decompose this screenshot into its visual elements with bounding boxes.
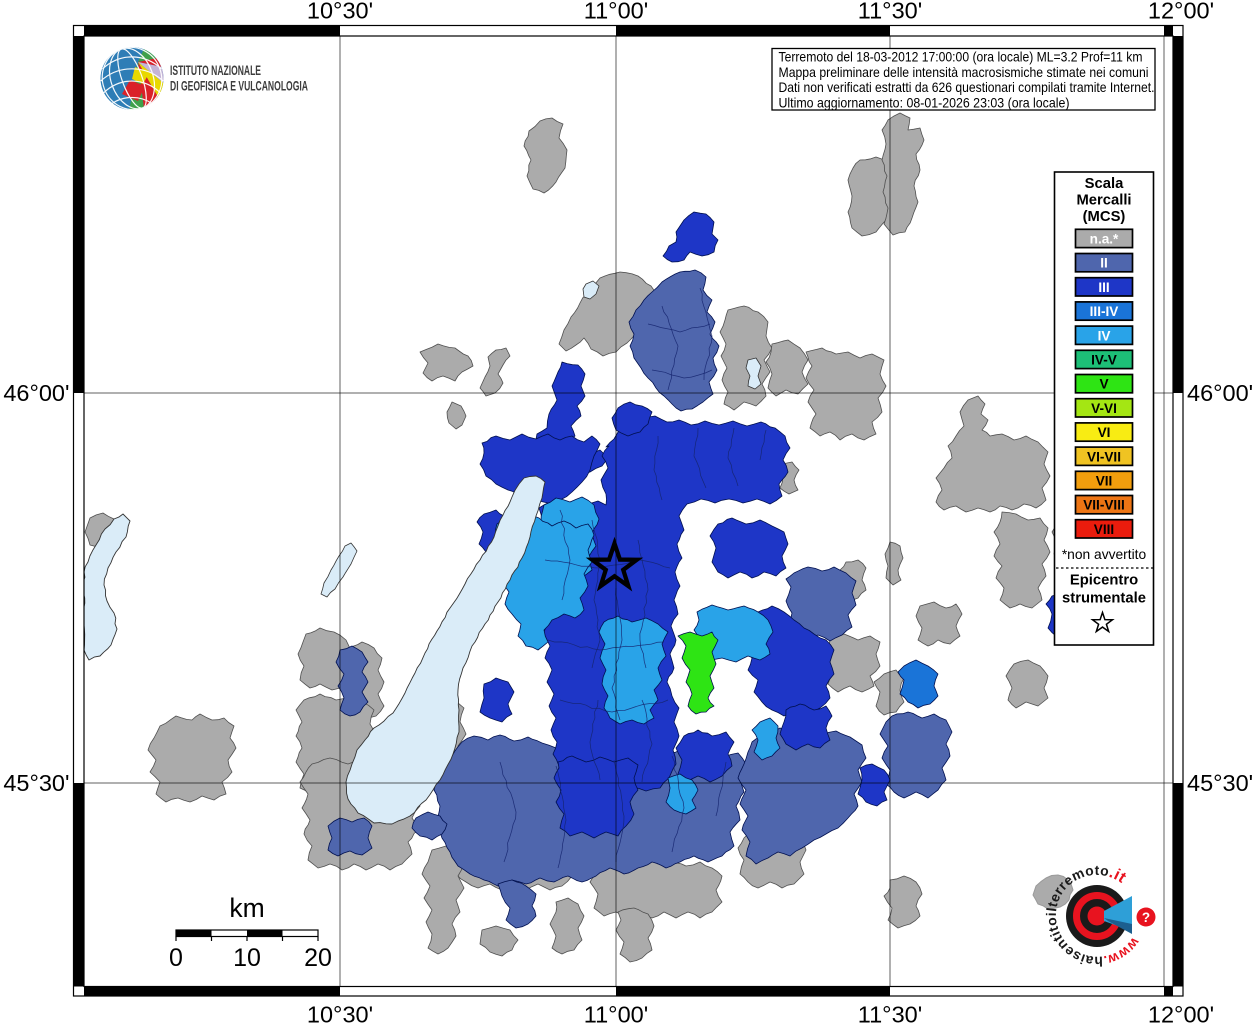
svg-text:VII-VIII: VII-VIII: [1083, 498, 1125, 513]
svg-text:Dati non verificati estratti d: Dati non verificati estratti da 626 ques…: [779, 80, 1155, 95]
svg-text:III-IV: III-IV: [1090, 304, 1119, 319]
svg-text:VII: VII: [1096, 474, 1113, 489]
svg-text:11°30': 11°30': [858, 0, 922, 24]
svg-text:Ultimo aggiornamento: 08-01-20: Ultimo aggiornamento: 08-01-2026 23:03 (…: [779, 95, 1070, 110]
svg-text:DI GEOFISICA E VULCANOLOGIA: DI GEOFISICA E VULCANOLOGIA: [170, 79, 308, 95]
svg-text:46°00': 46°00': [3, 380, 69, 406]
svg-text:II: II: [1100, 256, 1108, 271]
svg-text:11°00': 11°00': [584, 1002, 648, 1024]
svg-text:20: 20: [304, 944, 332, 972]
svg-text:V: V: [1099, 377, 1108, 392]
svg-text:V-VI: V-VI: [1091, 401, 1117, 416]
svg-text:10: 10: [233, 944, 261, 972]
svg-text:ISTITUTO NAZIONALE: ISTITUTO NAZIONALE: [170, 63, 261, 79]
svg-text:VI: VI: [1098, 425, 1111, 440]
svg-text:km: km: [229, 893, 264, 923]
svg-text:Terremoto del 18-03-2012 17:00: Terremoto del 18-03-2012 17:00:00 (ora l…: [779, 50, 1143, 65]
svg-text:45°30': 45°30': [3, 770, 69, 796]
svg-text:IV: IV: [1098, 328, 1111, 343]
svg-text:(MCS): (MCS): [1083, 209, 1126, 225]
svg-text:10°30': 10°30': [307, 0, 373, 24]
svg-text:45°30': 45°30': [1187, 770, 1253, 796]
svg-text:n.a.*: n.a.*: [1090, 232, 1119, 247]
svg-text:Mercalli: Mercalli: [1076, 193, 1131, 209]
svg-text:46°00': 46°00': [1187, 380, 1253, 406]
svg-text:III: III: [1098, 280, 1109, 295]
svg-text:?: ?: [1142, 910, 1150, 925]
svg-text:VI-VII: VI-VII: [1087, 449, 1121, 464]
svg-text:12°00': 12°00': [1148, 1002, 1214, 1024]
svg-text:*non avvertito: *non avvertito: [1062, 547, 1147, 562]
svg-text:0: 0: [169, 944, 183, 972]
svg-text:VIII: VIII: [1094, 522, 1114, 537]
svg-text:11°30': 11°30': [858, 1002, 922, 1024]
svg-text:12°00': 12°00': [1148, 0, 1214, 24]
svg-text:strumentale: strumentale: [1062, 591, 1146, 607]
svg-text:Mappa preliminare delle intens: Mappa preliminare delle intensità macros…: [779, 65, 1149, 80]
svg-text:Scala: Scala: [1085, 176, 1124, 192]
svg-text:10°30': 10°30': [307, 1002, 373, 1024]
svg-text:11°00': 11°00': [584, 0, 648, 24]
svg-text:Epicentro: Epicentro: [1070, 573, 1138, 589]
svg-text:IV-V: IV-V: [1091, 353, 1117, 368]
